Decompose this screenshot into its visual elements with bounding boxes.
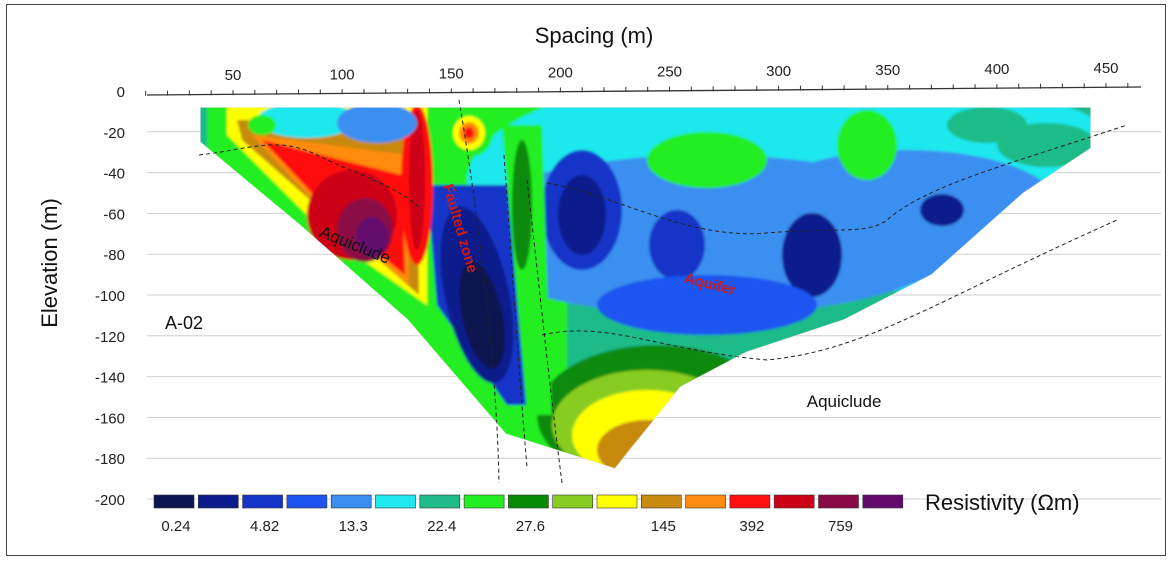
aquiclude-boundary-left: [198, 144, 423, 211]
colorbar-tick-label: 0.24: [161, 518, 190, 535]
y-axis: 0 -20 -40 -60 -80 -100 -120 -140 -160 -180 -200: [95, 84, 125, 509]
x-axis-line: [146, 86, 1142, 96]
deep-blue-core-left: [558, 175, 606, 255]
colorbar-swatch: [862, 494, 904, 509]
colorbar-tick-label: 4.82: [250, 518, 279, 535]
profile-label: A-02: [165, 313, 203, 333]
annotation-aquiclude-lower: Aquiclude: [807, 392, 882, 411]
section-outline: [200, 107, 1091, 469]
green-pocket: [647, 132, 767, 188]
x-tick-label: 100: [330, 66, 355, 83]
orange-lower: [625, 438, 689, 469]
red-lower: [654, 451, 690, 469]
colorbar-title: Resistivity (Ωm): [925, 490, 1080, 515]
resistivity-section-chart: 50 100 150 200 250 300 350 400 450 0 -20 -40 -60 -80…: [37, 23, 1161, 535]
yellow-lower: [572, 390, 722, 469]
x-tick-label: 350: [875, 62, 900, 79]
colorbar-swatch: [419, 494, 461, 509]
x-tick-label: 50: [225, 67, 242, 84]
y-tick-label: -20: [103, 125, 125, 142]
brown-lower: [597, 420, 697, 469]
teal-pocket-top: [947, 107, 1027, 143]
purple-left: [356, 217, 388, 257]
resistivity-section: [200, 107, 1091, 469]
y-tick-label: -180: [95, 451, 125, 468]
colorbar-swatch: [286, 494, 328, 509]
colorbar-swatch: [640, 494, 682, 509]
aquifer-upper-boundary: [546, 124, 1128, 235]
y-tick-label: -120: [95, 329, 125, 346]
green-top-left: [248, 115, 276, 135]
darkest-fault-core: [459, 261, 505, 369]
aquifer-lower-boundary: [541, 219, 1118, 361]
x-axis: 50 100 150 200 250 300 350 400 450: [145, 60, 1142, 96]
colorbar-tick-label: 145: [651, 518, 676, 535]
red-core: [464, 127, 474, 139]
colorbar-swatch: [375, 494, 416, 509]
y-axis-label: Elevation (m): [37, 198, 62, 328]
interpretation-lines: [198, 99, 1128, 484]
fault-line-2: [503, 154, 528, 468]
colorbar-tick-label: 392: [739, 518, 764, 535]
y-tick-label: -40: [103, 166, 125, 183]
aquifer-blue-band: [597, 275, 817, 335]
deep-blue-core-mid: [782, 213, 842, 297]
fault-line-3: [526, 179, 563, 484]
y-tick-label: -140: [95, 370, 125, 387]
crimson-band: [409, 110, 425, 250]
colorbar-swatch: [242, 494, 283, 509]
deep-blue-core-right: [920, 194, 964, 226]
y-tick-label: -100: [95, 288, 125, 305]
colorbar-tick-label: 13.3: [339, 518, 368, 535]
colorbar-tick-label: 759: [828, 518, 853, 535]
cyan-top-left: [257, 107, 357, 138]
dark-green-strip: [512, 140, 532, 270]
colorbar-tick-label: 22.4: [427, 518, 456, 535]
figure-frame: 50 100 150 200 250 300 350 400 450 0 -20 -40 -60 -80…: [6, 4, 1166, 556]
x-tick-label: 150: [439, 65, 464, 82]
colorbar-swatch: [818, 494, 859, 509]
green-pocket-right: [837, 110, 897, 180]
colorbar-swatch: [153, 494, 195, 509]
y-tick-label: -200: [95, 492, 125, 509]
y-tick-label: -160: [95, 410, 125, 427]
x-tick-label: 200: [548, 65, 573, 82]
y-tick-label: -60: [103, 206, 125, 223]
teal-pocket: [997, 123, 1091, 167]
blue-pocket: [649, 210, 705, 280]
colorbar-swatch: [773, 494, 815, 509]
colorbar-swatch: [198, 494, 239, 509]
fault-line-1: [458, 99, 500, 484]
colorbar-tick-label: 27.6: [516, 518, 545, 535]
blue-top-left: [337, 107, 417, 143]
x-tick-label: 250: [657, 64, 682, 81]
y-tick-label: -80: [103, 247, 125, 264]
colorbar-swatch: [729, 494, 771, 509]
x-tick-label: 400: [984, 61, 1009, 78]
x-tick-label: 300: [766, 63, 791, 80]
colorbar-swatch: [330, 494, 372, 509]
x-axis-label: Spacing (m): [535, 23, 654, 48]
colorbar-swatch: [596, 494, 638, 509]
colorbar-swatch: [463, 494, 505, 509]
colorbar: 0.24 4.82 13.3 22.4 27.6 145 392 759: [153, 494, 904, 535]
colorbar-swatch: [508, 494, 549, 509]
x-tick-label: 450: [1093, 60, 1118, 77]
y-tick-label: 0: [117, 84, 125, 101]
colorbar-swatch: [552, 494, 594, 509]
colorbar-swatch: [685, 494, 726, 509]
